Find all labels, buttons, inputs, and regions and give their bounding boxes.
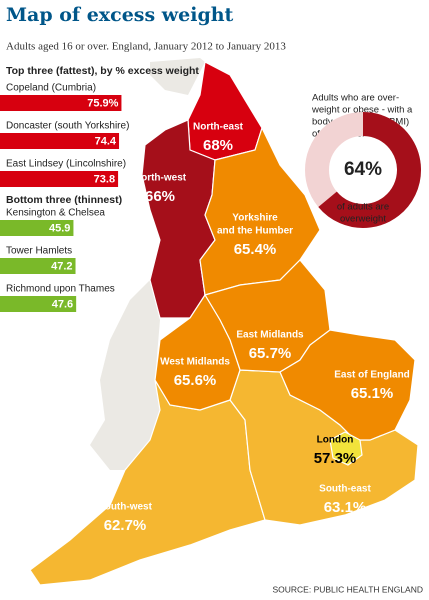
- donut-text: weight or obese - with a: [311, 105, 413, 116]
- region: [279, 329, 416, 441]
- subtitle: Adults aged 16 or over. England, January…: [6, 41, 286, 53]
- bar-label: 75.9%: [87, 97, 118, 109]
- region-value: 65.7%: [249, 345, 292, 362]
- place-name: Kensington & Chelsea: [6, 208, 105, 219]
- place-name: Copeland (Cumbria): [6, 83, 96, 94]
- region-value: 68%: [203, 137, 233, 154]
- region-name: East Midlands: [236, 330, 304, 341]
- region-name: Yorkshire: [232, 213, 278, 224]
- bar-label: 73.8: [94, 173, 115, 185]
- bottom-heading: Bottom three (thinnest): [6, 194, 122, 206]
- region-name: West Midlands: [160, 357, 230, 368]
- donut-caption: overweight: [340, 214, 386, 225]
- top-heading: Top three (fattest), by % excess weight: [6, 65, 199, 77]
- region-value: 63.1%: [324, 499, 367, 516]
- region: [329, 431, 363, 466]
- bar-label: 45.9: [49, 222, 70, 234]
- donut-text: Adults who are over-: [312, 93, 399, 104]
- wales: [90, 280, 160, 470]
- bar: [0, 220, 74, 236]
- bar: [0, 258, 76, 274]
- region-value: 57.3%: [314, 450, 357, 467]
- bar-label: 47.2: [51, 260, 72, 272]
- region-value: 65.4%: [234, 241, 277, 258]
- donut-value: 64%: [344, 159, 382, 180]
- place-name: Richmond upon Thames: [6, 284, 115, 295]
- region-name: East of England: [334, 370, 410, 381]
- region-name: South-west: [98, 502, 153, 513]
- place-name: Tower Hamlets: [6, 246, 72, 257]
- bar-label: 47.6: [52, 298, 73, 310]
- region: [154, 293, 241, 411]
- place-name: East Lindsey (Lincolnshire): [6, 159, 126, 170]
- source: SOURCE: PUBLIC HEALTH ENGLAND: [272, 584, 423, 594]
- bar: [0, 133, 120, 149]
- title: Map of excess weight: [6, 4, 234, 26]
- region-name: London: [317, 435, 354, 446]
- region-name: North-east: [193, 122, 244, 133]
- place-name: Doncaster (south Yorkshire): [6, 121, 129, 132]
- region-name: and the Humber: [217, 226, 293, 237]
- bar: [0, 171, 119, 187]
- bar: [0, 296, 77, 312]
- region-name: South-east: [319, 484, 371, 495]
- region-name: North-west: [134, 173, 187, 184]
- bar: [0, 95, 122, 111]
- region-value: 65.1%: [351, 385, 394, 402]
- region-value: 66%: [145, 188, 175, 205]
- bar-label: 74.4: [95, 135, 117, 147]
- region-value: 62.7%: [104, 517, 147, 534]
- donut-arc: [318, 112, 421, 228]
- donut-caption: of adults are: [337, 202, 389, 213]
- scotland: [150, 58, 205, 95]
- region-value: 65.6%: [174, 372, 217, 389]
